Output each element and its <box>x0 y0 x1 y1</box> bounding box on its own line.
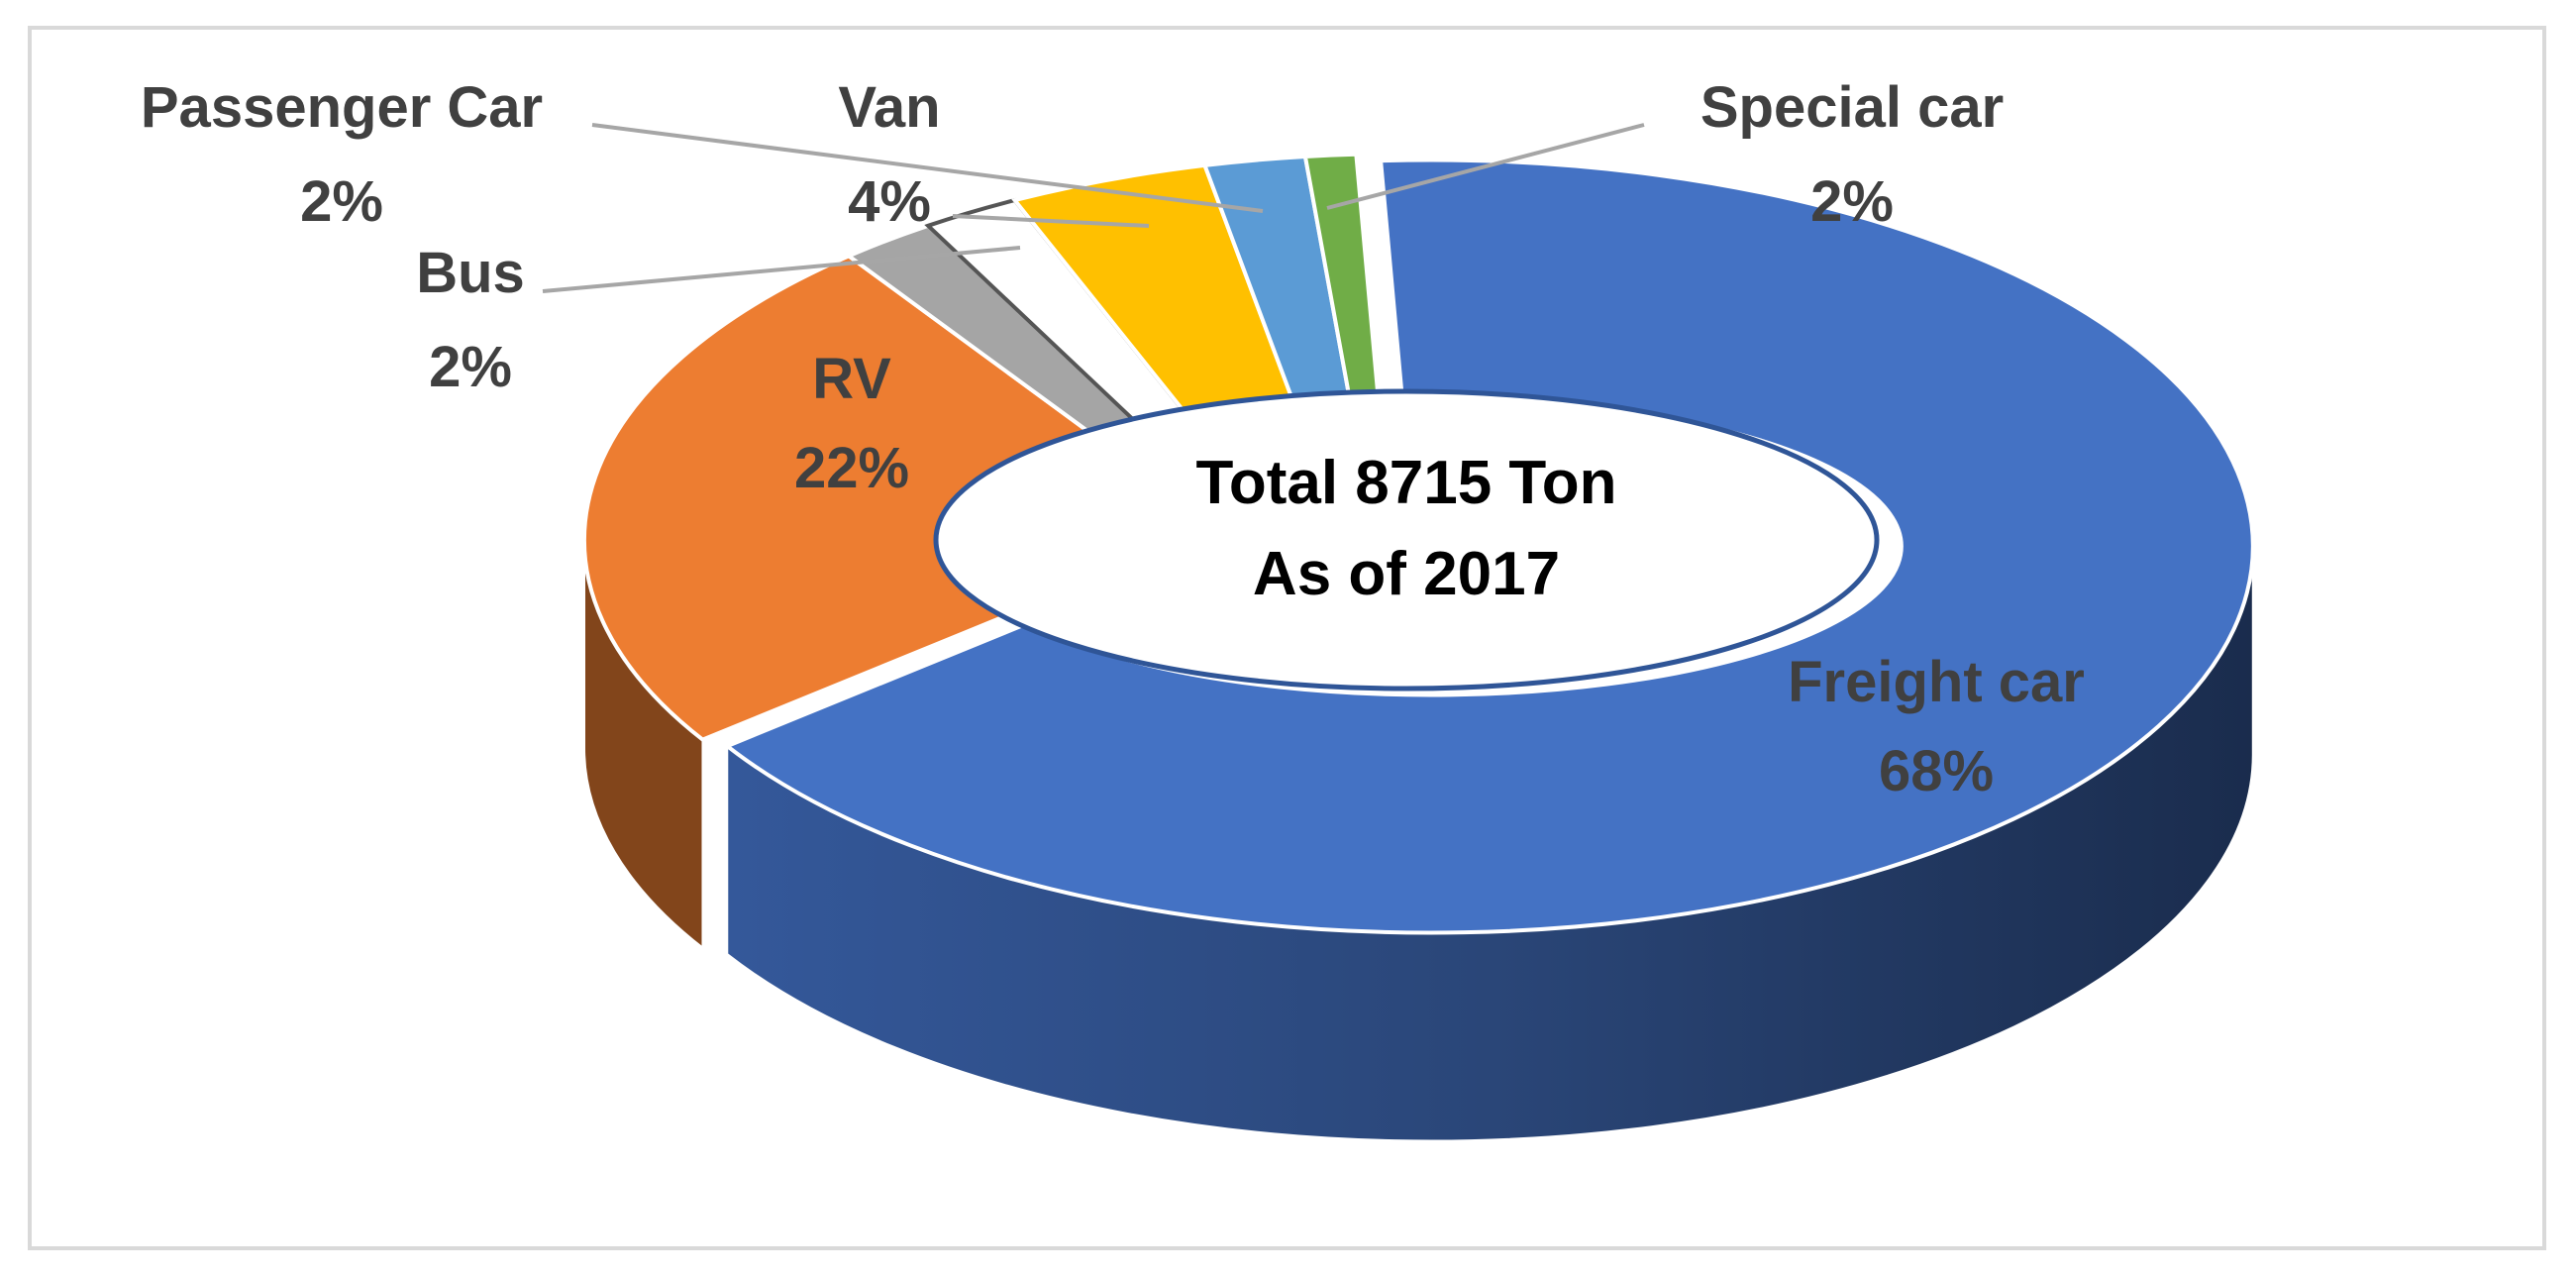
slice-label-5: Special car <box>1700 75 2004 140</box>
slice-label-4: Van <box>838 75 940 140</box>
slice-label-1: RV <box>812 347 891 411</box>
leader-lines <box>542 123 1645 293</box>
center-label-line1: Total 8715 Ton <box>1196 449 1617 517</box>
leader-line-3 <box>591 123 1264 213</box>
slice-labels: Freight car 68% RV 22% Bus 2% Passenger Car 2% V… <box>141 75 2085 803</box>
slice-tops <box>582 152 2255 935</box>
slice-percent-2: 2% <box>429 335 512 399</box>
slice-label-0: Freight car <box>1788 650 2085 714</box>
slice-percent-3: 2% <box>300 169 383 234</box>
slice-percent-4: 4% <box>848 169 931 234</box>
leader-line-2 <box>542 246 1021 293</box>
slice-percent-5: 2% <box>1810 169 1894 234</box>
leader-line-4 <box>952 214 1150 228</box>
leader-line-5 <box>1326 123 1645 210</box>
slice-freight-car <box>723 158 2255 935</box>
slice-percent-0: 68% <box>1879 739 1994 803</box>
slice-label-3: Passenger Car <box>141 75 543 140</box>
center-hole <box>933 388 1880 692</box>
slice-percent-1: 22% <box>794 436 909 500</box>
center-label-line2: As of 2017 <box>1253 540 1560 608</box>
slice-label-2: Bus <box>416 241 525 305</box>
